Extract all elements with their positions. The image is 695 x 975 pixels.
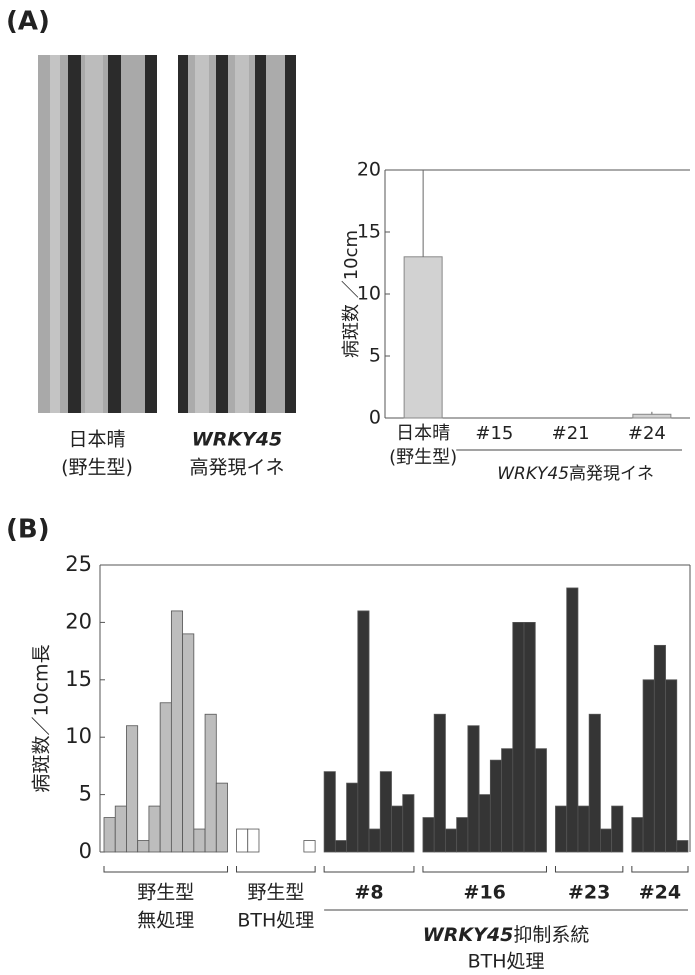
y-axis-label: 病斑数／10cm長 xyxy=(31,644,53,792)
y-tick-label: 15 xyxy=(65,667,92,691)
group-bracket xyxy=(423,866,547,872)
bar xyxy=(403,795,414,852)
bar xyxy=(578,806,589,852)
x-tick-label: (野生型) xyxy=(389,447,457,468)
panel-label: (A) xyxy=(6,7,50,37)
group-label: #8 xyxy=(354,882,383,904)
bar xyxy=(324,772,335,852)
bar xyxy=(194,829,205,852)
bar xyxy=(335,841,346,852)
bar xyxy=(457,818,468,852)
leaf-photo xyxy=(38,55,157,413)
bar xyxy=(632,818,643,852)
group-label: #24 xyxy=(639,882,681,904)
group-bracket xyxy=(324,866,414,872)
group-bracket xyxy=(632,866,688,872)
supergroup-label: WRKY45抑制系統 xyxy=(423,924,590,946)
bar xyxy=(434,714,445,852)
group-label-part: WRKY45 xyxy=(497,464,569,484)
supergroup-label-part: 抑制系統 xyxy=(513,924,589,946)
photo-label: 日本晴 xyxy=(68,429,125,451)
group-label: WRKY45高発現イネ xyxy=(497,464,654,484)
bar xyxy=(666,680,677,852)
group-label: BTH処理 xyxy=(237,910,314,932)
bar xyxy=(567,588,578,852)
bar xyxy=(347,783,358,852)
bar xyxy=(304,841,315,852)
y-tick-label: 20 xyxy=(357,159,381,181)
photo-label: 高発現イネ xyxy=(189,457,284,479)
bar xyxy=(248,829,259,852)
bar xyxy=(555,806,566,852)
bar xyxy=(171,611,182,852)
bar xyxy=(237,829,248,852)
bar xyxy=(149,806,160,852)
bar xyxy=(513,622,524,852)
bar xyxy=(445,829,456,852)
y-tick-label: 10 xyxy=(65,724,92,748)
bar xyxy=(216,783,227,852)
group-bracket xyxy=(237,866,316,872)
bar xyxy=(524,622,535,852)
x-tick-label: #15 xyxy=(475,423,513,444)
bar xyxy=(479,795,490,852)
x-tick-label: #21 xyxy=(552,423,590,444)
x-tick-label: 日本晴 xyxy=(396,423,450,444)
bar xyxy=(183,634,194,852)
bar xyxy=(633,414,671,418)
bar xyxy=(589,714,600,852)
bar xyxy=(423,818,434,852)
group-label: #16 xyxy=(464,882,506,904)
bar xyxy=(600,829,611,852)
bar xyxy=(404,257,442,418)
photo-label: (野生型) xyxy=(61,457,133,479)
y-tick-label: 5 xyxy=(369,345,381,367)
page: 日本晴(野生型)WRKY45高発現イネ(A)05101520病斑数 ／10cm日… xyxy=(0,0,695,975)
x-tick-label: #24 xyxy=(628,423,666,444)
y-axis-label: 病斑数 ／10cm xyxy=(341,230,362,358)
group-label: 野生型 xyxy=(247,882,304,904)
bar xyxy=(535,749,546,852)
bar xyxy=(612,806,623,852)
figure: 日本晴(野生型)WRKY45高発現イネ(A)05101520病斑数 ／10cm日… xyxy=(0,0,695,975)
bar xyxy=(358,611,369,852)
bar xyxy=(490,760,501,852)
bar xyxy=(380,772,391,852)
bar xyxy=(654,645,665,852)
group-label: 野生型 xyxy=(137,882,194,904)
group-label: 無処理 xyxy=(137,910,194,932)
y-tick-label: 25 xyxy=(65,552,92,576)
photo-label: WRKY45 xyxy=(192,429,283,451)
bar xyxy=(138,841,149,852)
bar xyxy=(115,806,126,852)
bar xyxy=(369,829,380,852)
group-bracket xyxy=(104,866,228,872)
bar xyxy=(468,726,479,852)
bar xyxy=(160,703,171,852)
supergroup-label-part: WRKY45 xyxy=(423,924,514,946)
bar xyxy=(502,749,513,852)
bar xyxy=(643,680,654,852)
y-tick-label: 5 xyxy=(79,782,92,806)
panel-label: (B) xyxy=(6,515,50,545)
bar xyxy=(677,841,688,852)
bar xyxy=(126,726,137,852)
group-bracket xyxy=(555,866,622,872)
bar xyxy=(104,818,115,852)
group-label: #23 xyxy=(568,882,610,904)
y-tick-label: 0 xyxy=(369,407,381,429)
bar xyxy=(205,714,216,852)
bar xyxy=(392,806,403,852)
y-tick-label: 20 xyxy=(65,609,92,633)
y-tick-label: 0 xyxy=(79,839,92,863)
supergroup-sublabel: BTH処理 xyxy=(468,951,545,973)
group-label-part: 高発現イネ xyxy=(569,464,654,484)
leaf-photo xyxy=(178,55,296,413)
